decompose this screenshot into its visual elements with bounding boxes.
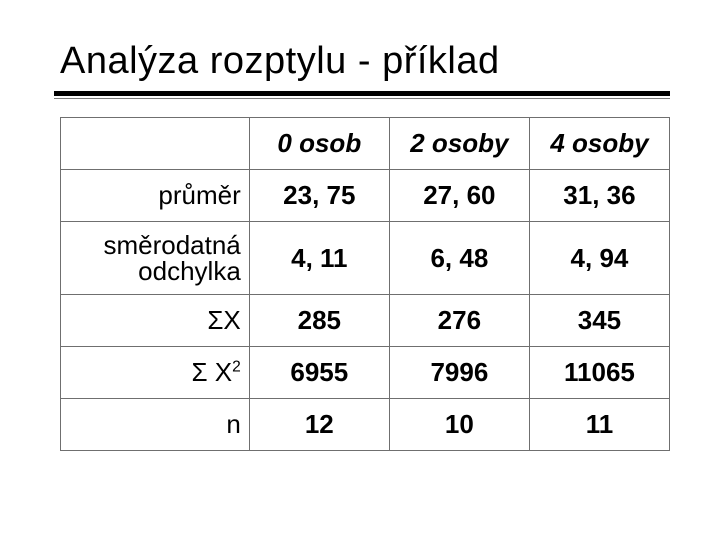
anova-table: 0 osob 2 osoby 4 osoby průměr 23, 75 27,… (60, 117, 670, 451)
row-label: n (61, 399, 250, 451)
table-row: n 12 10 11 (61, 399, 670, 451)
title-underline (54, 91, 670, 99)
col-header: 4 osoby (529, 118, 669, 170)
cell: 10 (389, 399, 529, 451)
cell: 6, 48 (389, 222, 529, 295)
row-label: směrodatnáodchylka (61, 222, 250, 295)
table-row: Σ X2 6955 7996 11065 (61, 347, 670, 399)
row-label: Σ X2 (61, 347, 250, 399)
cell: 6955 (249, 347, 389, 399)
col-header: 0 osob (249, 118, 389, 170)
cell: 4, 11 (249, 222, 389, 295)
slide-title: Analýza rozptylu - příklad (60, 40, 670, 83)
cell: 285 (249, 295, 389, 347)
cell: 4, 94 (529, 222, 669, 295)
cell: 27, 60 (389, 170, 529, 222)
row-label: ΣX (61, 295, 250, 347)
table-corner (61, 118, 250, 170)
cell: 11 (529, 399, 669, 451)
table-row: ΣX 285 276 345 (61, 295, 670, 347)
cell: 12 (249, 399, 389, 451)
cell: 345 (529, 295, 669, 347)
table-row: směrodatnáodchylka 4, 11 6, 48 4, 94 (61, 222, 670, 295)
row-label: průměr (61, 170, 250, 222)
cell: 23, 75 (249, 170, 389, 222)
cell: 11065 (529, 347, 669, 399)
table-row: průměr 23, 75 27, 60 31, 36 (61, 170, 670, 222)
table-header-row: 0 osob 2 osoby 4 osoby (61, 118, 670, 170)
cell: 276 (389, 295, 529, 347)
col-header: 2 osoby (389, 118, 529, 170)
cell: 7996 (389, 347, 529, 399)
cell: 31, 36 (529, 170, 669, 222)
